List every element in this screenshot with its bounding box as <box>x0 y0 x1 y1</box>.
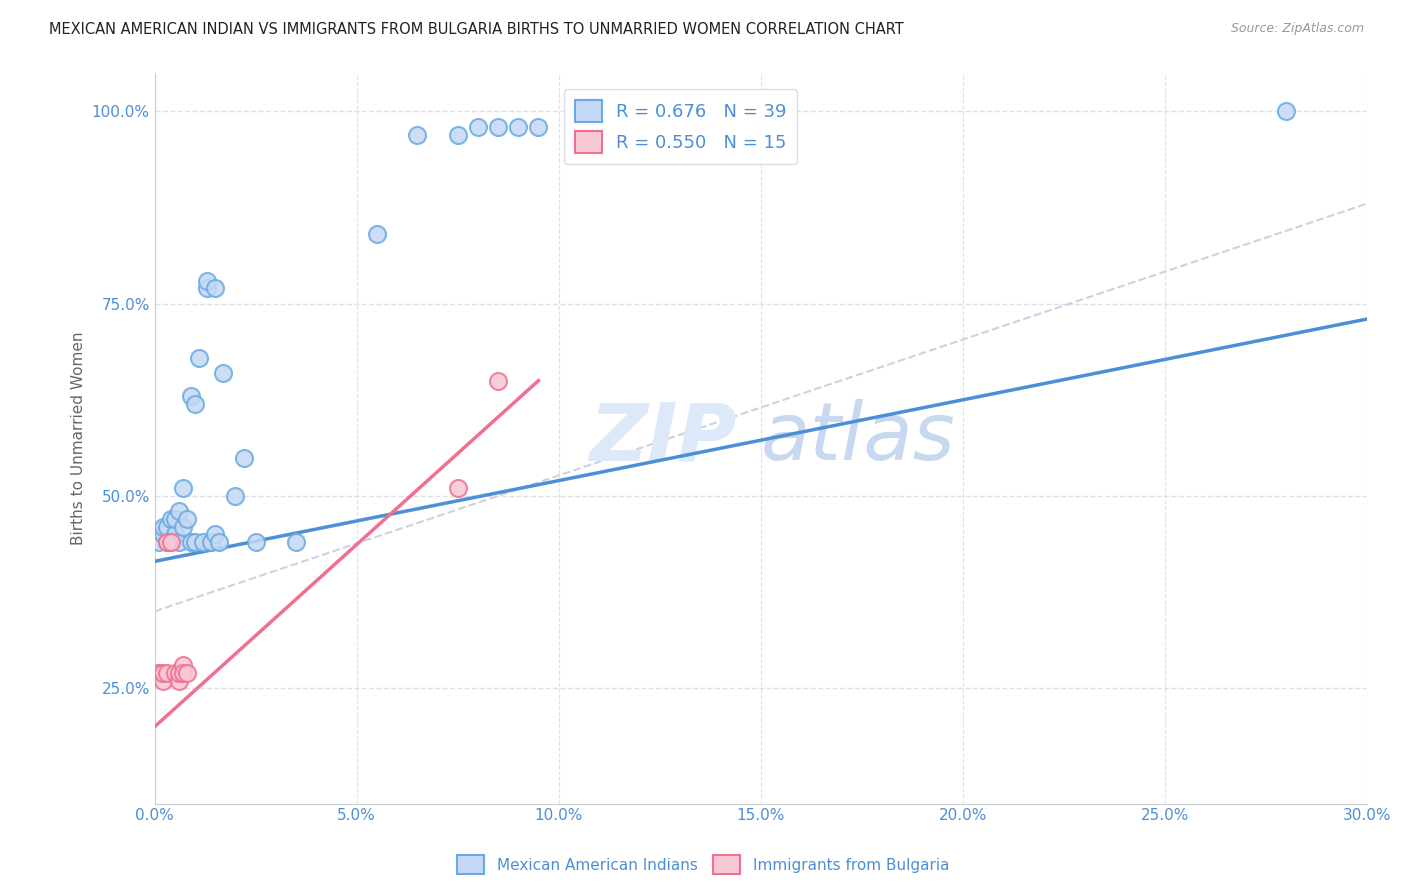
Point <box>163 512 186 526</box>
Point <box>172 658 194 673</box>
Point <box>245 535 267 549</box>
Point <box>163 665 186 680</box>
Point <box>167 673 190 688</box>
Point <box>180 535 202 549</box>
Point <box>148 665 170 680</box>
Point <box>195 274 218 288</box>
Point <box>172 481 194 495</box>
Text: Source: ZipAtlas.com: Source: ZipAtlas.com <box>1230 22 1364 36</box>
Point <box>152 527 174 541</box>
Point <box>467 120 489 134</box>
Point <box>156 535 179 549</box>
Point <box>232 450 254 465</box>
Point <box>159 535 181 549</box>
Point <box>204 281 226 295</box>
Legend: Mexican American Indians, Immigrants from Bulgaria: Mexican American Indians, Immigrants fro… <box>451 849 955 880</box>
Point <box>527 120 550 134</box>
Point <box>167 665 190 680</box>
Point <box>486 374 509 388</box>
Point <box>163 527 186 541</box>
Point <box>152 665 174 680</box>
Point <box>447 128 470 142</box>
Text: ZIP: ZIP <box>589 400 737 477</box>
Point <box>200 535 222 549</box>
Point <box>188 351 211 365</box>
Point <box>159 535 181 549</box>
Point <box>159 512 181 526</box>
Point <box>152 520 174 534</box>
Point <box>156 535 179 549</box>
Point <box>156 520 179 534</box>
Point <box>285 535 308 549</box>
Point <box>180 389 202 403</box>
Point <box>184 535 207 549</box>
Point <box>176 665 198 680</box>
Point <box>172 665 194 680</box>
Point <box>224 489 246 503</box>
Point <box>486 120 509 134</box>
Point <box>208 535 231 549</box>
Point <box>152 673 174 688</box>
Point <box>212 366 235 380</box>
Point <box>204 527 226 541</box>
Point <box>406 128 429 142</box>
Legend: R = 0.676   N = 39, R = 0.550   N = 15: R = 0.676 N = 39, R = 0.550 N = 15 <box>564 89 797 164</box>
Point <box>176 512 198 526</box>
Point <box>148 665 170 680</box>
Y-axis label: Births to Unmarried Women: Births to Unmarried Women <box>72 332 86 545</box>
Text: atlas: atlas <box>761 400 956 477</box>
Point <box>508 120 530 134</box>
Text: MEXICAN AMERICAN INDIAN VS IMMIGRANTS FROM BULGARIA BIRTHS TO UNMARRIED WOMEN CO: MEXICAN AMERICAN INDIAN VS IMMIGRANTS FR… <box>49 22 904 37</box>
Point <box>447 481 470 495</box>
Point <box>156 665 179 680</box>
Point <box>167 504 190 518</box>
Point <box>191 535 214 549</box>
Point <box>167 535 190 549</box>
Point <box>172 520 194 534</box>
Point <box>195 281 218 295</box>
Point <box>366 227 388 242</box>
Point <box>148 535 170 549</box>
Point <box>184 397 207 411</box>
Point <box>1275 104 1298 119</box>
